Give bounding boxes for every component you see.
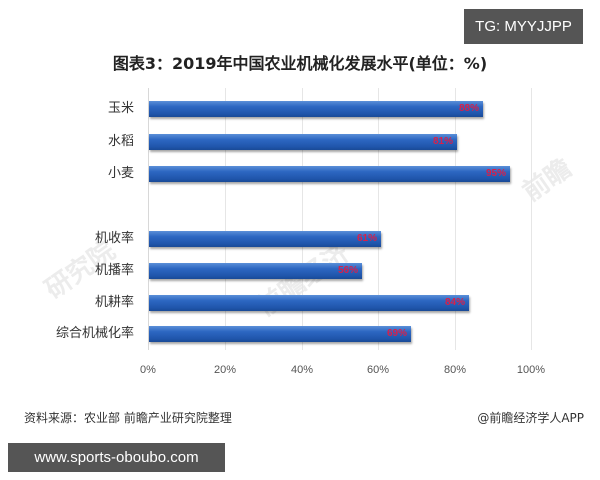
x-tick-label: 100% <box>516 364 546 376</box>
category-label: 综合机械化率 <box>55 326 134 341</box>
bar-value-label: 61% <box>356 233 377 244</box>
gridline-80 <box>455 88 456 350</box>
category-label: 机耕率 <box>94 295 134 310</box>
x-tick-label: 40% <box>290 364 314 376</box>
gridline-20 <box>225 88 226 350</box>
bar-corn: 88% <box>149 101 483 117</box>
bar-harvest-rate: 61% <box>149 231 381 247</box>
watermark: 前瞻 <box>517 153 578 208</box>
tg-badge: TG: MYYJJPP <box>464 9 583 44</box>
bar-overall-mechanization-rate: 69% <box>149 326 411 342</box>
bar-value-label: 95% <box>485 168 506 179</box>
x-tick-label: 60% <box>366 364 390 376</box>
bar-value-label: 84% <box>444 297 465 308</box>
gridline-60 <box>378 88 379 350</box>
bar-chart: 研究院 前瞻经济 前瞻 0% 20% 40% 60% 80% 100% 玉米 8… <box>40 88 578 376</box>
credit-note: @前瞻经济学人APP <box>477 411 584 425</box>
category-label: 玉米 <box>107 101 134 116</box>
site-url-badge: www.sports-oboubo.com <box>8 443 225 472</box>
bar-sowing-rate: 56% <box>149 263 362 279</box>
bar-plowing-rate: 84% <box>149 295 469 311</box>
category-label: 机播率 <box>94 263 134 278</box>
source-note: 资料来源：农业部 前瞻产业研究院整理 <box>24 411 232 425</box>
bar-wheat: 95% <box>149 166 510 182</box>
bar-value-label: 69% <box>386 328 407 339</box>
x-tick-label: 20% <box>213 364 237 376</box>
bar-value-label: 88% <box>458 103 479 114</box>
bar-rice: 81% <box>149 134 457 150</box>
category-label: 水稻 <box>107 134 134 149</box>
bar-value-label: 56% <box>337 265 358 276</box>
category-label: 小麦 <box>107 166 134 181</box>
gridline-100 <box>531 88 532 350</box>
chart-title: 图表3：2019年中国农业机械化发展水平(单位：%) <box>112 54 488 73</box>
y-axis-line <box>148 88 149 350</box>
gridline-40 <box>302 88 303 350</box>
x-tick-label: 80% <box>443 364 467 376</box>
category-label: 机收率 <box>94 231 134 246</box>
bar-value-label: 81% <box>432 136 453 147</box>
x-tick-label: 0% <box>140 364 156 376</box>
